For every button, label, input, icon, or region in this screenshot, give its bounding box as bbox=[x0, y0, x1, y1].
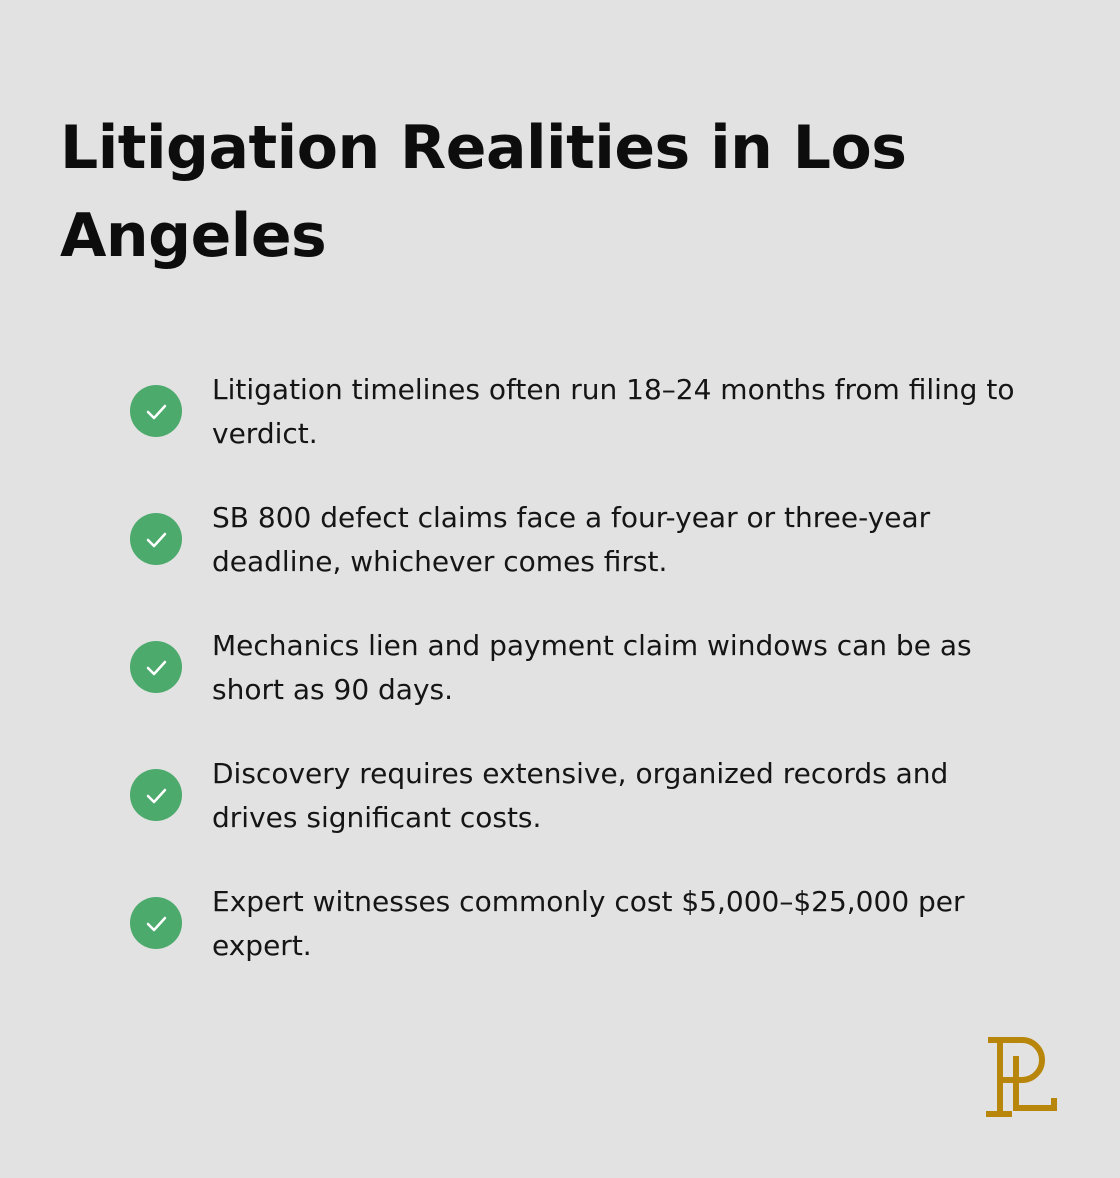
item-text: SB 800 defect claims face a four-year or… bbox=[212, 501, 931, 578]
list-item: SB 800 defect claims face a four-year or… bbox=[130, 496, 1030, 596]
list-item: Litigation timelines often run 18–24 mon… bbox=[130, 368, 1030, 468]
check-icon bbox=[130, 641, 182, 693]
check-icon bbox=[130, 769, 182, 821]
title: Litigation Realities in Los Angeles bbox=[60, 113, 907, 271]
item-text: Mechanics lien and payment claim windows… bbox=[212, 629, 972, 706]
check-icon bbox=[130, 385, 182, 437]
list-item: Mechanics lien and payment claim windows… bbox=[130, 624, 1030, 724]
item-text: Discovery requires extensive, organized … bbox=[212, 757, 949, 834]
item-text: Litigation timelines often run 18–24 mon… bbox=[212, 373, 1015, 450]
list-item: Expert witnesses commonly cost $5,000–$2… bbox=[130, 880, 1030, 980]
list-item: Discovery requires extensive, organized … bbox=[130, 752, 1030, 852]
check-icon bbox=[130, 897, 182, 949]
logo bbox=[986, 1037, 1057, 1117]
check-icon bbox=[130, 513, 182, 565]
item-text: Expert witnesses commonly cost $5,000–$2… bbox=[212, 885, 965, 962]
